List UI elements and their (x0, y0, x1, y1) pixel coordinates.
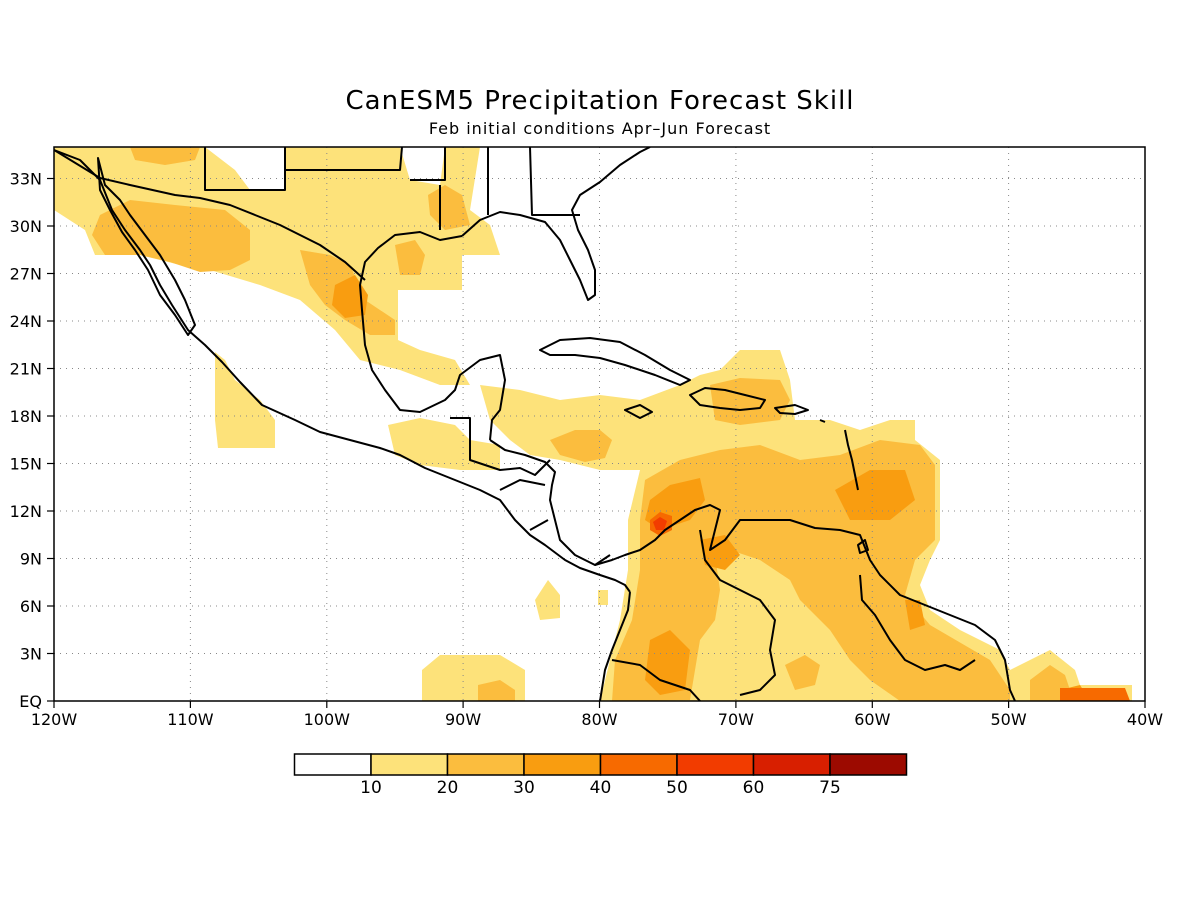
longitude-labels: 120W 110W 100W 90W 80W 70W 60W 50W 40W (31, 710, 1163, 729)
coastline-us-gulf-florida (461, 147, 651, 301)
skill-area-texas (395, 240, 425, 275)
border-us-states (204, 147, 580, 230)
colorbar-label: 60 (743, 778, 765, 798)
lon-label: 90W (445, 710, 481, 729)
map-title: CanESM5 Precipitation Forecast Skill (345, 86, 855, 116)
skill-area-panama-small (598, 590, 608, 605)
colorbar-bin (752, 753, 831, 776)
colorbar-bin (829, 753, 908, 776)
latitude-labels: EQ 3N 6N 9N 12N 15N 18N 21N 24N 27N 30N … (10, 170, 42, 712)
skill-area-colombia-interior (645, 630, 690, 695)
skill-area-colombia-peak (653, 517, 667, 530)
skill-area-louisiana (428, 185, 470, 230)
border-usa-mexico (54, 149, 366, 281)
skill-area-hispaniola (710, 378, 790, 425)
skill-area-yucatan-channel (550, 430, 612, 462)
skill-area-amazon-mouth (1060, 688, 1130, 701)
skill-shading (54, 147, 1132, 701)
lat-label: 18N (10, 407, 42, 426)
lon-label: 80W (581, 710, 617, 729)
colorbar-bins (293, 753, 908, 776)
axis-ticks (47, 177, 1146, 708)
lat-label: 9N (20, 550, 42, 569)
skill-area-colombia-pacific (535, 580, 560, 620)
lon-label: 120W (31, 710, 78, 729)
colorbar-label: 40 (590, 778, 612, 798)
colorbar-bin (293, 753, 372, 776)
island-lesser-antilles (819, 419, 859, 491)
lon-label: 60W (854, 710, 890, 729)
colorbar-label: 50 (666, 778, 688, 798)
colorbar-bin (676, 753, 755, 776)
colorbar: 10 20 30 40 50 60 75 (293, 753, 908, 798)
colorbar-label: 20 (437, 778, 459, 798)
skill-area-venezuela-south (785, 655, 820, 690)
colorbar-bin (446, 753, 525, 776)
coastline-south-america-pacific (599, 591, 631, 701)
colorbar-bin (370, 753, 449, 776)
lat-label: 33N (10, 170, 42, 189)
island-puerto-rico (774, 404, 809, 415)
colorbar-bin (523, 753, 602, 776)
skill-area-caribbean-east (835, 470, 915, 520)
lon-label: 50W (991, 710, 1027, 729)
border-central-america (450, 417, 611, 566)
lat-label: 3N (20, 645, 42, 664)
coastline-baja-california (97, 157, 196, 336)
island-jamaica (624, 404, 653, 419)
coastlines (54, 147, 1016, 701)
colorbar-bin (599, 753, 678, 776)
skill-area-guyana (905, 600, 925, 630)
lat-label: 21N (10, 360, 42, 379)
lat-label: 12N (10, 502, 42, 521)
skill-area-lake-maracaibo (700, 535, 740, 570)
lat-label: 27N (10, 265, 42, 284)
coastline-gulf-of-mexico (359, 231, 506, 441)
lon-label: 110W (167, 710, 214, 729)
lon-label: 100W (304, 710, 351, 729)
lat-label: 6N (20, 597, 42, 616)
coastline-central-america-caribbean (489, 439, 1016, 701)
skill-area-mexico-gulf-coast (332, 275, 368, 318)
colorbar-label: 10 (360, 778, 382, 798)
skill-area-arizona-north (130, 147, 200, 165)
lat-label: 15N (10, 455, 42, 474)
island-cuba (539, 337, 691, 386)
lon-label: 40W (1127, 710, 1163, 729)
skill-level-30-40 (332, 275, 1090, 701)
skill-area-ecuador-small (478, 680, 515, 701)
skill-level-50-60 (653, 517, 667, 530)
map-subtitle: Feb initial conditions Apr–Jun Forecast (428, 119, 772, 138)
lat-label: 30N (10, 217, 42, 236)
colorbar-label: 30 (513, 778, 535, 798)
border-colombia-venezuela (699, 529, 776, 696)
skill-area-pacific-mexico (215, 352, 275, 448)
colorbar-label: 75 (819, 778, 841, 798)
border-venezuela-guyana (859, 574, 976, 671)
island-hispaniola (689, 387, 766, 411)
lat-label: EQ (19, 692, 42, 711)
coastline-north-america-pacific (54, 149, 631, 593)
skill-area-gulf-honduras (388, 418, 500, 470)
border-colombia-ecuador (611, 659, 701, 701)
lat-label: 24N (10, 312, 42, 331)
gridlines (54, 147, 1145, 701)
island-trinidad (857, 539, 869, 554)
lon-label: 70W (718, 710, 754, 729)
